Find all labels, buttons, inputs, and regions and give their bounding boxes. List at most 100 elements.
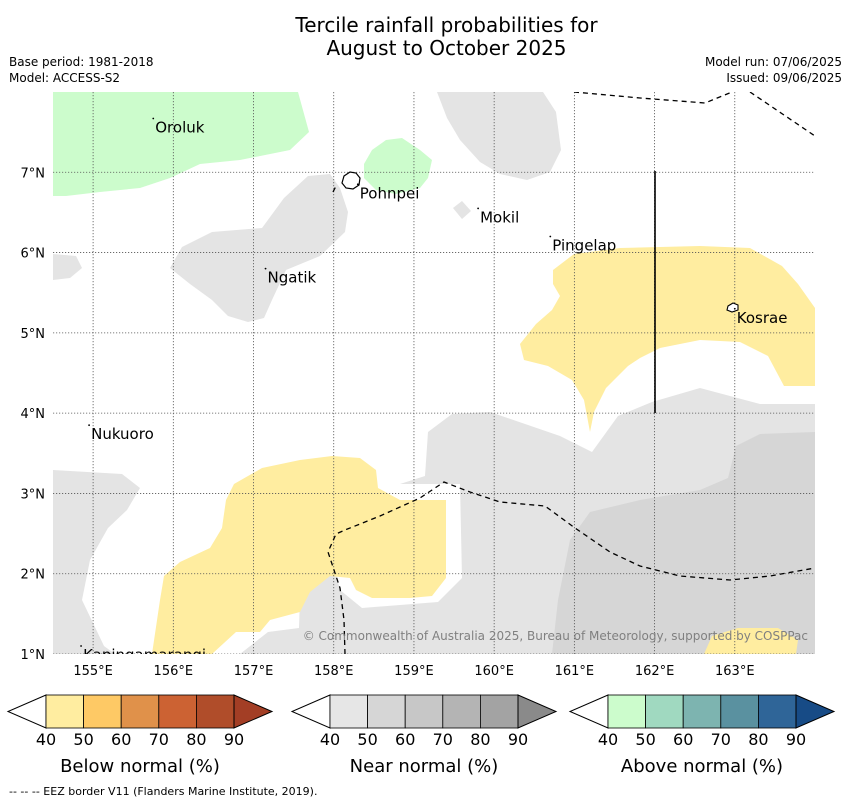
- colorbar-tick-label: 60: [395, 730, 415, 749]
- place-marker: [477, 207, 480, 210]
- copyright-notice: © Commonwealth of Australia 2025, Bureau…: [303, 629, 808, 643]
- colorbar-tick-label: 90: [224, 730, 244, 749]
- colorbar-segment: [195, 694, 235, 729]
- near-normal-region-west-coast: [53, 254, 82, 280]
- lat-tick-label: 4°N: [21, 407, 46, 422]
- near-normal-region-mokil: [453, 201, 471, 219]
- place-marker: [88, 424, 90, 427]
- place-marker: [264, 267, 267, 270]
- kosrae-island: [726, 302, 739, 313]
- place-marker: [80, 645, 82, 647]
- above-normal-region-oroluk: [53, 92, 309, 196]
- place-marker: [549, 235, 552, 238]
- map-area: Oroluk Pohnpei Mokil Pingelap Ngatik Kosrae Nu…: [53, 92, 815, 654]
- lon-tick-label: 160°E: [474, 664, 514, 679]
- lon-tick-label: 162°E: [635, 664, 675, 679]
- place-label-pingelap: Pingelap: [552, 237, 616, 255]
- eez-border-pohnpei-west: [332, 185, 337, 193]
- colorbar-tick-label: 80: [748, 730, 768, 749]
- map-title: Tercile rainfall probabilities for Augus…: [0, 14, 850, 60]
- place-label-kosrae: Kosrae: [737, 309, 788, 327]
- place-label-mokil: Mokil: [480, 208, 519, 226]
- lon-tick-label: 159°E: [394, 664, 434, 679]
- lon-tick-label: 156°E: [154, 664, 194, 679]
- colorbar-segment: [83, 694, 122, 729]
- colorbar-tick-label: 40: [36, 730, 56, 749]
- lon-tick-label: 158°E: [314, 664, 354, 679]
- colorbar-segment: [479, 694, 519, 729]
- title-line-2: August to October 2025: [326, 36, 567, 60]
- longitude-labels: 155°E 156°E 157°E 158°E 159°E 160°E 161°E 162°E…: [73, 664, 754, 679]
- lat-tick-label: 7°N: [21, 166, 46, 181]
- colorbar-tick-label: 80: [186, 730, 206, 749]
- above-normal-region-pohnpei: [364, 138, 432, 194]
- colorbar-max-extension: [517, 694, 558, 729]
- colorbar-tick-label: 80: [470, 730, 490, 749]
- colorbar-tick-label: 90: [508, 730, 528, 749]
- eez-border-south: [327, 481, 815, 654]
- lat-tick-label: 1°N: [21, 648, 46, 663]
- model-text: Model: ACCESS-S2: [9, 71, 121, 85]
- meta-right: Model run: 07/06/2025 Issued: 09/06/2025: [705, 54, 842, 86]
- colorbar-segment: [45, 694, 84, 729]
- lat-tick-label: 5°N: [21, 327, 46, 342]
- colorbar-max-extension: [233, 694, 274, 729]
- colorbar-label: Above normal (%): [621, 756, 783, 777]
- colorbar-segment: [120, 694, 160, 729]
- place-label-nukuoro: Nukuoro: [91, 425, 154, 443]
- near-normal-region-north: [437, 92, 561, 180]
- below-normal-region-east-small: [704, 628, 798, 654]
- place-labels: Oroluk Pohnpei Mokil Pingelap Ngatik Kosrae Nu…: [80, 117, 788, 654]
- colorbar-segment: [645, 694, 684, 729]
- place-label-ngatik: Ngatik: [268, 269, 317, 287]
- colorbar-segment: [758, 694, 797, 729]
- colorbar-tick-label: 40: [320, 730, 340, 749]
- lon-tick-label: 157°E: [234, 664, 274, 679]
- colorbar-segment: [404, 694, 444, 729]
- near-normal-50-region: [552, 432, 815, 654]
- below-normal-region-kosrae: [520, 246, 815, 432]
- meta-left: Base period: 1981-2018 Model: ACCESS-S2: [9, 54, 154, 86]
- model-run-text: Model run: 07/06/2025: [704, 55, 842, 69]
- colorbar-tick-label: 70: [711, 730, 731, 749]
- base-period-text: Base period: 1981-2018: [9, 55, 154, 69]
- place-marker: [733, 307, 736, 310]
- colorbar-label: Below normal (%): [60, 756, 220, 777]
- colorbar-min-extension: [568, 694, 609, 729]
- lat-tick-label: 3°N: [21, 487, 46, 502]
- place-marker: [152, 117, 155, 120]
- eez-footnote: -- -- -- EEZ border V11 (Flanders Marine…: [9, 785, 318, 798]
- lon-tick-label: 161°E: [555, 664, 595, 679]
- colorbar-tick-label: 90: [786, 730, 806, 749]
- colorbar-tick-label: 50: [635, 730, 655, 749]
- colorbar-segment: [682, 694, 722, 729]
- pohnpei-island: [341, 171, 361, 190]
- place-label-oroluk: Oroluk: [155, 118, 204, 136]
- eez-border-northeast: [749, 92, 815, 137]
- colorbar-tick-label: 70: [433, 730, 453, 749]
- colorbar-tick-label: 50: [357, 730, 377, 749]
- colorbar-segment: [329, 694, 368, 729]
- lat-tick-label: 6°N: [21, 247, 46, 262]
- lon-tick-label: 155°E: [73, 664, 113, 679]
- colorbar-tick-label: 70: [149, 730, 169, 749]
- colorbar-segment: [158, 694, 197, 729]
- eez-borders: [327, 92, 815, 654]
- near-normal-region-southwest: [53, 470, 140, 654]
- colorbar-max-extension: [795, 694, 836, 729]
- colorbar-tick-label: 40: [598, 730, 618, 749]
- latitude-labels: 1°N 2°N 3°N 4°N 5°N 6°N 7°N: [21, 166, 46, 663]
- near-normal-region-ngatik: [170, 174, 348, 322]
- colorbar-min-extension: [6, 694, 47, 729]
- lon-tick-label: 163°E: [715, 664, 755, 679]
- below-normal-region-south: [152, 456, 446, 654]
- colorbar-segment: [607, 694, 646, 729]
- title-line-1: Tercile rainfall probabilities for: [295, 13, 598, 37]
- colorbar-segment: [367, 694, 406, 729]
- colorbar-segment: [442, 694, 481, 729]
- colorbar-tick-label: 50: [73, 730, 93, 749]
- colorbar-2: 40 50 60 70 80 90 Near normal (%): [290, 694, 558, 777]
